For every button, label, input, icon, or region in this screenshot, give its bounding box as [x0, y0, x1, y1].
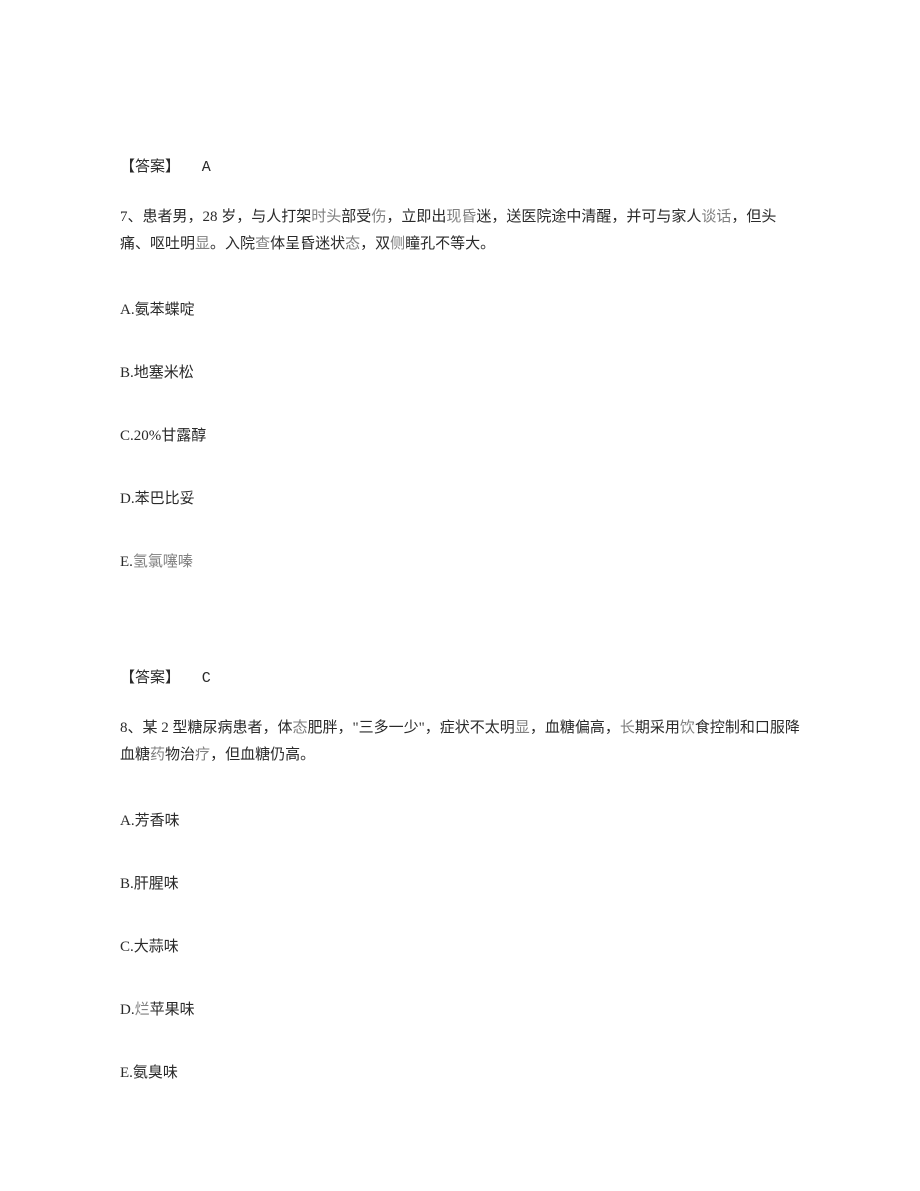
q7-text: 7、患者男，28 岁，与人打架时头部受伤，立即出现昏迷，送医院途中清醒，并可与家…: [120, 204, 800, 258]
q7-gray-7: 态: [345, 236, 360, 252]
q7-text-7: 、呕吐明: [135, 236, 195, 252]
q7-gray-2: 伤: [371, 209, 386, 225]
q7-text-3: ，立即出: [386, 209, 446, 225]
q8-d-gray: 烂: [135, 1002, 150, 1018]
q7-gray-8: 侧: [390, 236, 405, 252]
q8-gray-6: 疗: [195, 747, 210, 763]
q8-option-c: C.大蒜味: [120, 935, 800, 956]
q7-text-11: 瞳孔不等大。: [405, 236, 495, 252]
q7-option-b: B.地塞米松: [120, 361, 800, 382]
q7-option-a: A.氨苯蝶啶: [120, 298, 800, 319]
q8-gray-4: 饮: [680, 720, 695, 736]
q7-option-c: C.20%甘露醇: [120, 424, 800, 445]
q7-e-prefix: E.: [120, 554, 133, 570]
q7-e-text: 氢氯噻嗪: [133, 554, 193, 570]
q7-text-8: 。入院: [210, 236, 255, 252]
q7-option-e: E.氢氯噻嗪: [120, 550, 800, 571]
q8-text: 8、某 2 型糖尿病患者，体态肥胖，"三多一少"，症状不太明显，血糖偏高，长期采…: [120, 715, 800, 769]
q7-gray-3: 现昏: [446, 209, 476, 225]
q7-text-4: 迷，送医院途中清醒，并可与家人: [476, 209, 701, 225]
q6-answer-value: A: [202, 159, 211, 176]
q8-text-7: ，但血糖仍高。: [210, 747, 315, 763]
q8-text-6: 物治: [165, 747, 195, 763]
q7-gray-4: 谈话: [701, 209, 731, 225]
q7-text-1: 患者男，28 岁，与人打架: [143, 209, 312, 225]
q8-gray-5: 药: [150, 747, 165, 763]
q8-text-2: 肥胖，"三多一少"，症状不太明: [308, 720, 515, 736]
q8-gray-3: 长: [620, 720, 635, 736]
q7-answer-value: C: [202, 670, 211, 687]
q7-gray-6: 查: [255, 236, 270, 252]
q8-option-b: B.肝腥味: [120, 872, 800, 893]
q8-text-1: 某 2 型糖尿病患者，体: [143, 720, 293, 736]
q7-gray-1: 时头: [311, 209, 341, 225]
q7-text-2: 部受: [341, 209, 371, 225]
q8-option-e: E.氨臭味: [120, 1061, 800, 1082]
q6-answer: 【答案】 A: [120, 155, 800, 176]
q8-number: 8、: [120, 720, 143, 736]
q7-option-d: D.苯巴比妥: [120, 487, 800, 508]
q8-d-prefix: D.: [120, 1002, 135, 1018]
q8-option-a: A.芳香味: [120, 809, 800, 830]
q7-answer: 【答案】 C: [120, 666, 800, 687]
q7-text-6: 痛: [120, 236, 135, 252]
q7-answer-label: 【答案】: [120, 670, 180, 686]
q7-text-9: 体呈昏迷状: [270, 236, 345, 252]
q8-text-3: ，血糖偏高，: [530, 720, 620, 736]
q8-text-4: 期采用: [635, 720, 680, 736]
q8-gray-1: 态: [293, 720, 308, 736]
q8-gray-2: 显: [515, 720, 530, 736]
q8-d-suffix: 苹果味: [150, 1002, 195, 1018]
q6-answer-label: 【答案】: [120, 159, 180, 175]
q7-text-10: ，双: [360, 236, 390, 252]
q8-option-d: D.烂苹果味: [120, 998, 800, 1019]
q7-number: 7、: [120, 209, 143, 225]
q7-gray-5: 显: [195, 236, 210, 252]
q7-text-5: ，但头: [731, 209, 776, 225]
